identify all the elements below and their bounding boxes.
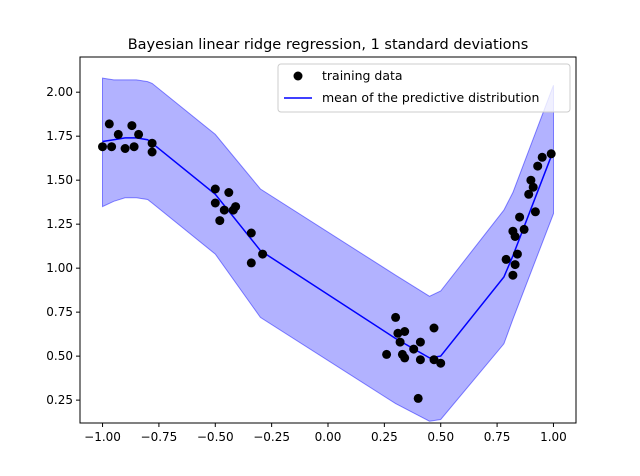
training-point	[210, 184, 220, 194]
training-point	[219, 205, 229, 215]
training-point	[107, 142, 117, 152]
chart-title: Bayesian linear ridge regression, 1 stan…	[128, 37, 529, 53]
training-point	[400, 327, 410, 336]
training-point	[415, 355, 425, 365]
legend-marker-training-data	[293, 71, 303, 81]
x-tick-label: −0.25	[253, 430, 290, 444]
training-point	[530, 207, 540, 217]
training-point	[246, 258, 256, 268]
training-point	[258, 249, 268, 259]
training-point	[533, 161, 543, 171]
training-point	[429, 323, 439, 333]
mean-line	[102, 137, 555, 359]
training-point	[246, 228, 256, 238]
training-point	[129, 142, 139, 152]
legend-label-training-data: training data	[322, 68, 403, 83]
training-point	[391, 312, 401, 322]
training-point	[395, 337, 405, 347]
training-point	[382, 349, 392, 359]
legend: training data mean of the predictive dis…	[277, 63, 571, 113]
x-tick-label: −1.00	[84, 430, 121, 444]
training-point	[120, 144, 130, 153]
training-point	[413, 393, 423, 403]
training-point	[147, 138, 157, 148]
training-point	[510, 232, 520, 241]
training-point	[147, 147, 157, 157]
training-point	[546, 149, 556, 159]
training-point	[231, 202, 241, 212]
training-point	[415, 337, 425, 347]
training-point	[429, 355, 439, 365]
training-point	[519, 224, 529, 234]
mean-line-layer	[102, 137, 555, 359]
training-point	[526, 175, 536, 185]
y-tick-label: 2.00	[46, 85, 73, 99]
training-point	[215, 216, 225, 226]
x-tick-label: 0.50	[427, 430, 454, 444]
legend-box	[277, 63, 571, 113]
training-point	[409, 344, 419, 354]
training-point	[224, 188, 234, 197]
x-tick-label: 0.25	[371, 430, 398, 444]
training-point	[512, 249, 522, 259]
std-band	[102, 77, 554, 422]
training-point	[393, 328, 403, 338]
training-point	[537, 152, 547, 162]
y-tick-label: 1.25	[46, 217, 73, 231]
x-tick-label: 1.00	[540, 430, 567, 444]
training-point	[127, 121, 137, 131]
x-tick-label: 0.00	[315, 430, 342, 444]
training-point	[134, 129, 144, 139]
std-band-layer	[102, 77, 554, 422]
training-point	[515, 212, 525, 222]
training-point	[524, 189, 534, 199]
training-point	[510, 260, 520, 270]
y-tick-label: 0.25	[46, 393, 73, 407]
training-point	[436, 358, 446, 368]
x-tick-label: −0.50	[197, 430, 234, 444]
y-tick-label: 1.75	[46, 129, 73, 143]
x-tick-label: 0.75	[484, 430, 511, 444]
y-tick-label: 1.50	[46, 173, 73, 187]
y-axis: 0.25 0.50 0.75 1.00 1.25 1.50 1.75 2.00	[46, 85, 80, 407]
training-point	[501, 254, 511, 264]
training-point	[400, 353, 410, 363]
x-axis: −1.00 −0.75 −0.50 −0.25 0.00 0.25 0.50 0.75 1.00	[84, 423, 567, 444]
training-point	[98, 142, 107, 152]
training-points-layer	[98, 119, 556, 403]
training-point	[528, 182, 538, 192]
y-tick-label: 1.00	[46, 261, 73, 275]
training-point	[104, 119, 114, 129]
y-tick-label: 0.50	[46, 349, 73, 363]
legend-label-mean: mean of the predictive distribution	[322, 90, 539, 105]
training-point	[113, 129, 123, 139]
training-point	[508, 270, 518, 280]
x-tick-label: −0.75	[141, 430, 178, 444]
training-point	[210, 198, 220, 208]
y-tick-label: 0.75	[46, 305, 73, 319]
